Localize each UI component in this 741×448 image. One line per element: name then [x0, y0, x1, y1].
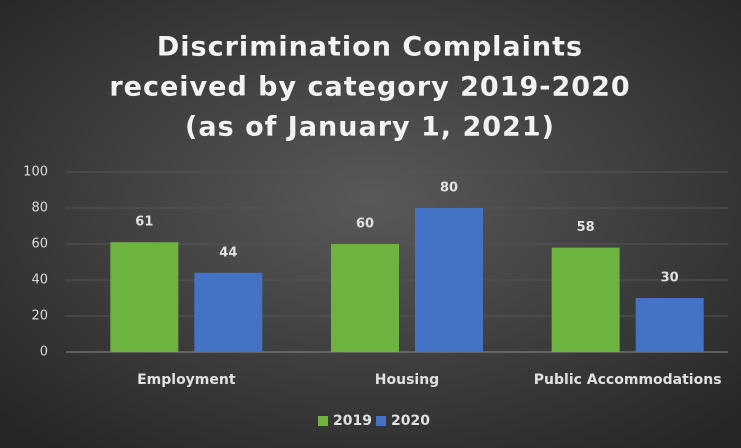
bar — [194, 272, 263, 352]
x-tick-label: Housing — [375, 372, 439, 388]
bar — [415, 208, 483, 352]
chart-title: (as of January 1, 2021) — [185, 112, 555, 143]
bar — [551, 247, 620, 352]
x-tick-label: Public Accommodations — [534, 372, 722, 388]
y-tick-label: 100 — [23, 165, 48, 180]
bar — [635, 298, 704, 352]
data-label: 58 — [577, 220, 595, 235]
data-label: 80 — [440, 181, 458, 196]
x-tick-label: Employment — [137, 372, 236, 388]
legend-label: 2020 — [391, 413, 430, 429]
chart-title: Discrimination Complaints — [157, 32, 583, 63]
legend-swatch — [318, 416, 328, 426]
bar — [331, 244, 399, 352]
data-label: 60 — [356, 217, 374, 232]
legend-label: 2019 — [333, 413, 372, 429]
y-tick-label: 20 — [31, 309, 48, 324]
data-label: 44 — [219, 245, 237, 260]
data-label: 30 — [661, 271, 679, 286]
chart-title: received by category 2019-2020 — [109, 72, 630, 103]
y-tick-label: 80 — [31, 201, 48, 216]
data-label: 61 — [135, 215, 153, 230]
bar — [110, 242, 179, 352]
y-tick-label: 40 — [31, 273, 48, 288]
y-tick-label: 60 — [31, 237, 48, 252]
y-tick-label: 0 — [40, 345, 48, 360]
legend-swatch — [376, 416, 386, 426]
